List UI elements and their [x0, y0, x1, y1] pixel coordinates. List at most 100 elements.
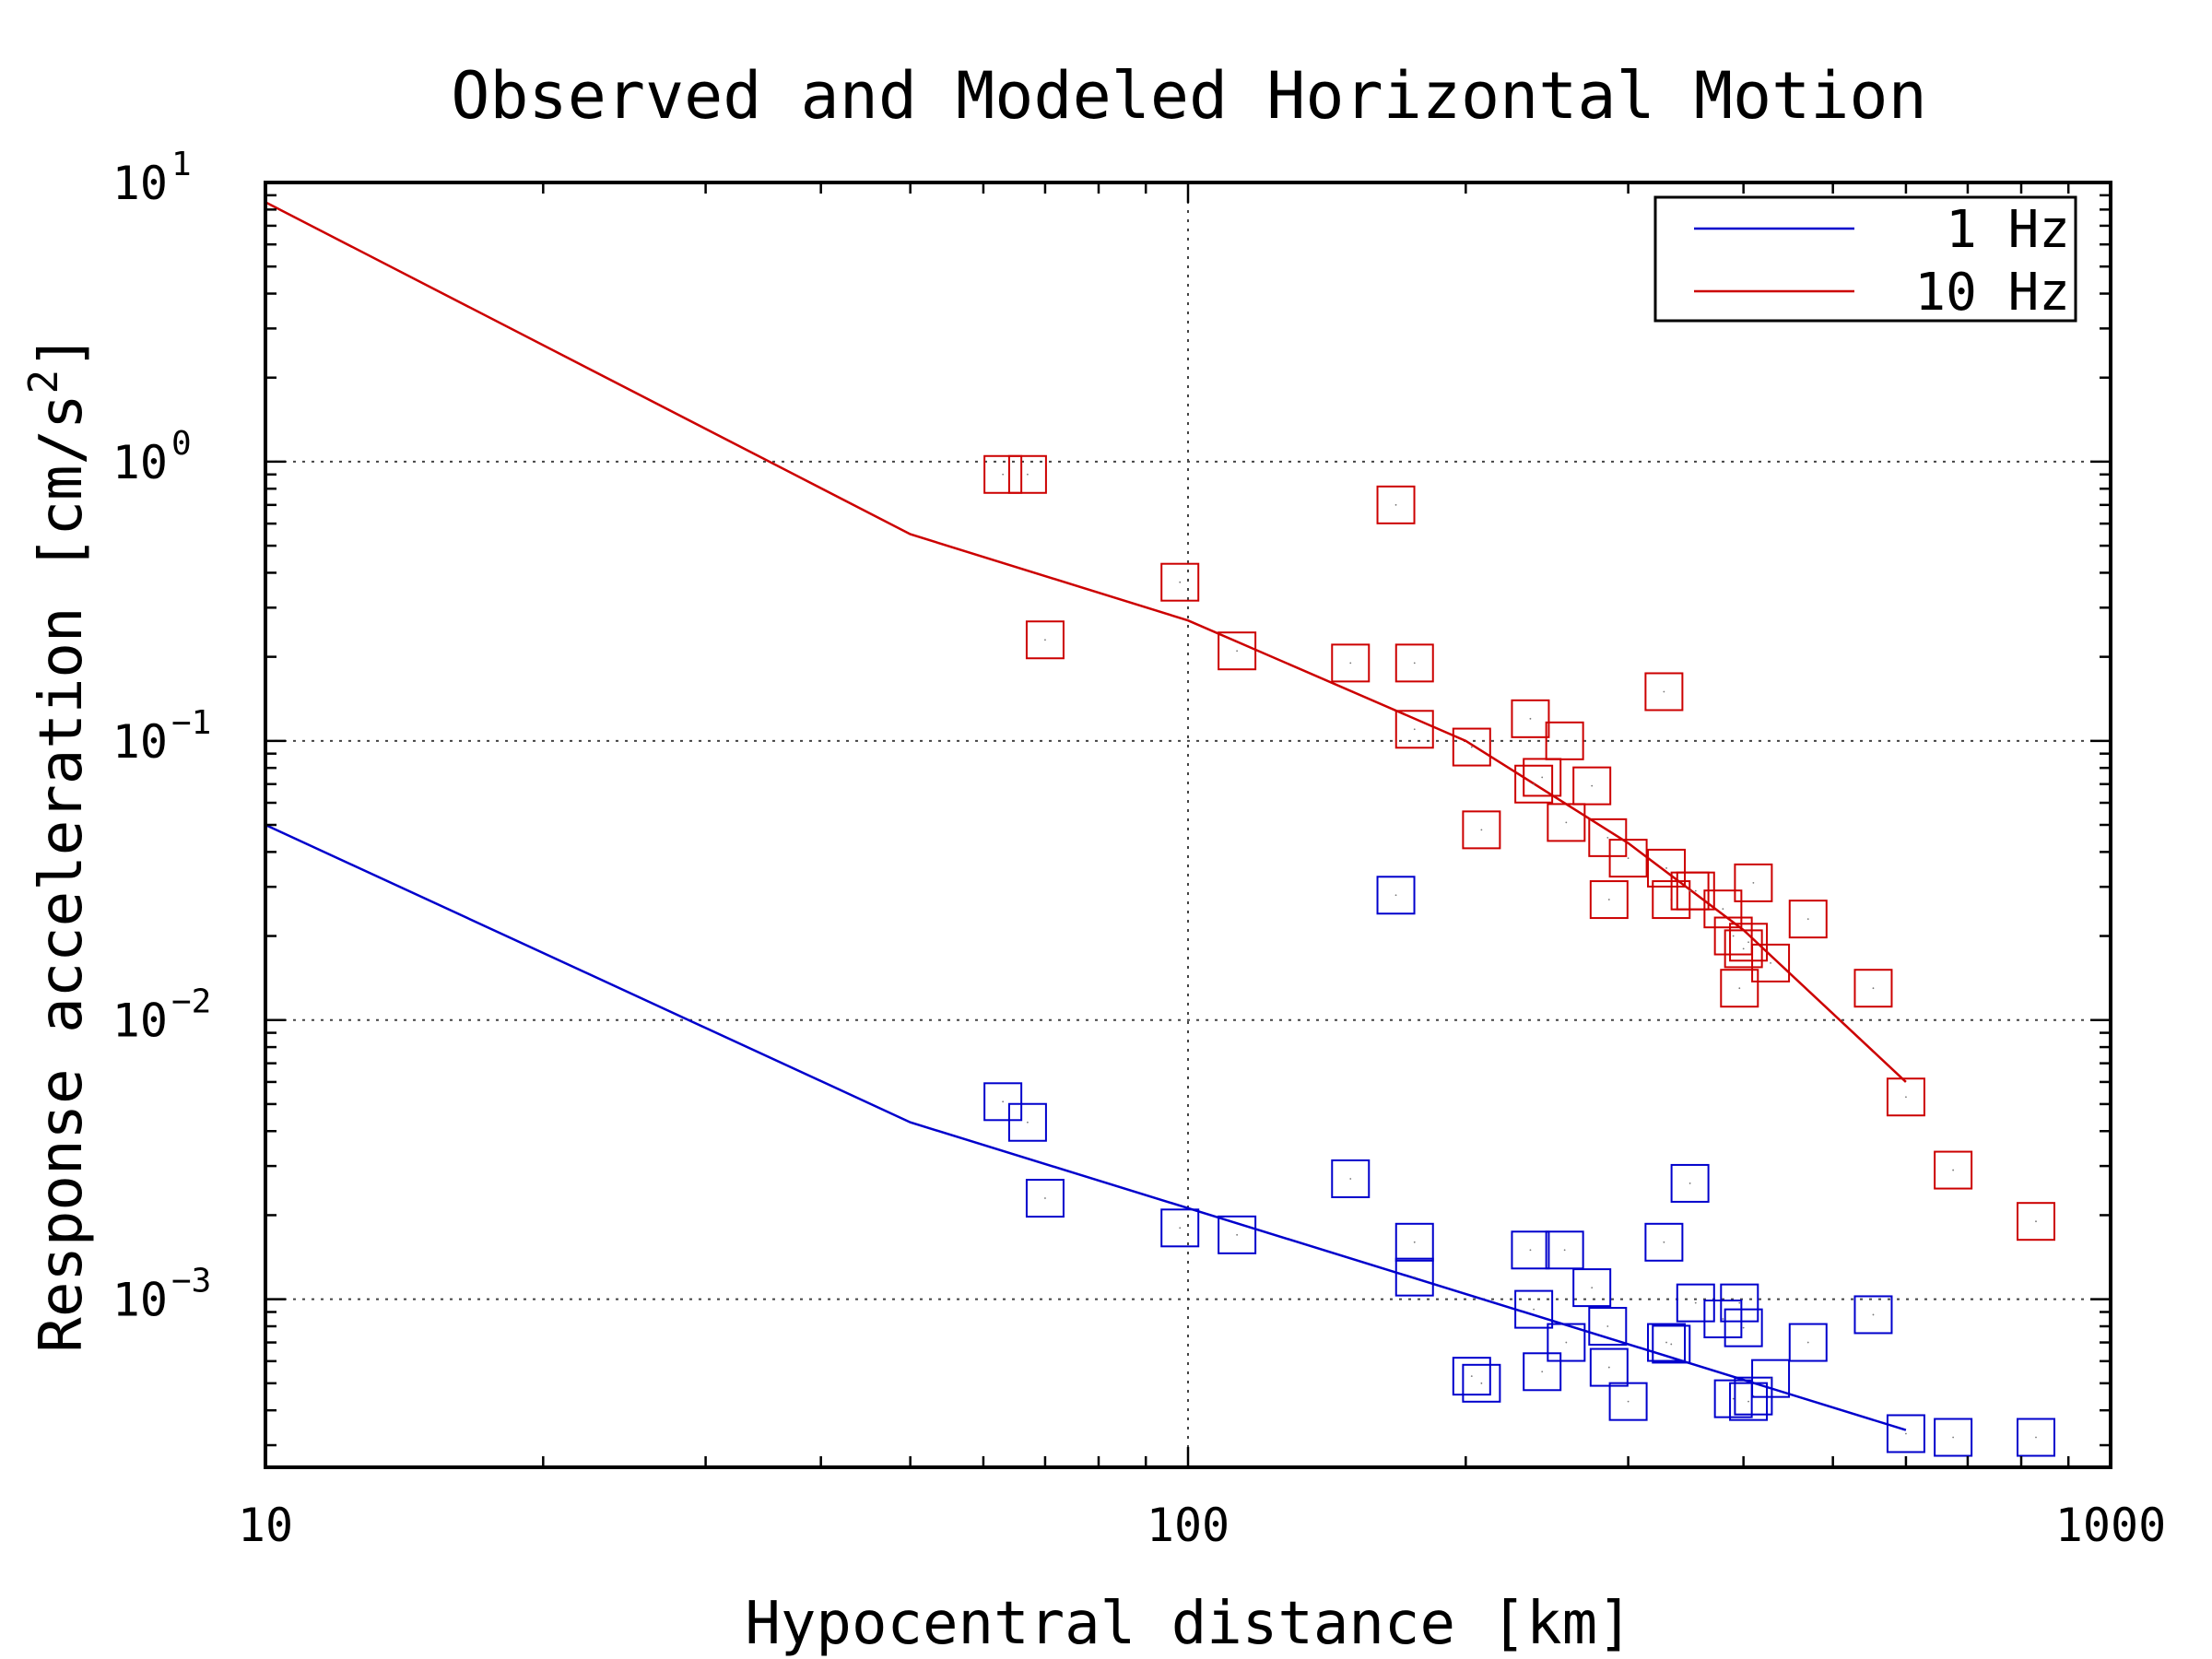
point-center-dot	[1742, 1326, 1745, 1329]
point-center-dot	[1236, 650, 1239, 653]
point-center-dot	[1872, 987, 1875, 990]
point-center-dot	[1747, 941, 1749, 944]
point-center-dot	[1002, 473, 1005, 476]
observed-point	[1853, 1295, 1893, 1335]
legend-label: 1 Hz	[1946, 200, 2070, 260]
observed-point	[1729, 923, 1769, 962]
chart-title: Observed and Modeled Horizontal Motion	[451, 58, 1926, 134]
point-center-dot	[1480, 829, 1483, 831]
point-center-dot	[1470, 1375, 1473, 1378]
point-center-dot	[1806, 1341, 1809, 1344]
point-center-dot	[1694, 889, 1697, 892]
observed-point	[1394, 1257, 1434, 1297]
observed-point	[1652, 1324, 1691, 1364]
grid	[265, 182, 2111, 1467]
y-tick-label: 10	[112, 157, 168, 210]
point-center-dot	[1565, 821, 1568, 824]
point-center-dot	[1541, 776, 1544, 779]
observed-point	[1547, 1323, 1586, 1362]
y-axis-label: Response acceleration [cm/s2]	[20, 334, 96, 1352]
point-center-dot	[1627, 857, 1630, 860]
observed-point	[1713, 1379, 1753, 1418]
observed-point	[1376, 485, 1416, 524]
y-tick-exponent: 1	[171, 146, 192, 183]
point-center-dot	[1606, 836, 1609, 839]
observed-point	[1588, 818, 1628, 857]
point-center-dot	[1563, 739, 1566, 742]
observed-point	[1160, 1208, 1200, 1248]
model-line	[265, 823, 1907, 1431]
observed-point	[1331, 643, 1371, 683]
y-tick-label: 10	[112, 436, 168, 489]
point-center-dot	[1770, 1377, 1771, 1380]
point-center-dot	[1952, 1169, 1955, 1171]
point-center-dot	[1236, 1233, 1239, 1236]
series-low-freq	[265, 823, 2055, 1457]
x-tick-label: 1000	[2055, 1499, 2166, 1552]
observed-point	[983, 1082, 1023, 1122]
observed-point	[1589, 880, 1629, 920]
series-layer	[265, 201, 2055, 1457]
point-center-dot	[2035, 1220, 2037, 1223]
y-tick-exponent: 0	[171, 425, 192, 463]
observed-point	[1644, 672, 1684, 712]
point-center-dot	[1349, 662, 1352, 665]
model-line	[265, 201, 1907, 1083]
y-tick-exponent: −1	[171, 704, 211, 742]
point-center-dot	[1752, 881, 1755, 884]
y-tick-exponent: −3	[171, 1263, 211, 1300]
observed-point	[1713, 916, 1753, 956]
point-center-dot	[1470, 746, 1473, 748]
legend-box	[1653, 195, 2077, 323]
observed-point	[1734, 863, 1773, 902]
point-center-dot	[1394, 503, 1397, 506]
observed-point	[1676, 1283, 1715, 1323]
observed-point	[1886, 1414, 1925, 1453]
point-center-dot	[1563, 1249, 1566, 1252]
point-center-dot	[1670, 1343, 1673, 1346]
point-center-dot	[2035, 1436, 2037, 1439]
observed-point	[1572, 766, 1612, 806]
point-center-dot	[1738, 1301, 1741, 1304]
observed-point	[1572, 1268, 1612, 1308]
point-center-dot	[1663, 690, 1665, 693]
point-center-dot	[1952, 1436, 1955, 1439]
observed-point	[1934, 1418, 1973, 1457]
point-center-dot	[1413, 1241, 1416, 1243]
point-center-dot	[1413, 728, 1416, 731]
point-center-dot	[1541, 1371, 1544, 1373]
point-center-dot	[1806, 918, 1809, 921]
observed-point	[1160, 562, 1200, 602]
observed-point	[1511, 699, 1550, 738]
observed-point	[1462, 810, 1501, 850]
observed-point	[2016, 1202, 2055, 1241]
observed-point	[1608, 839, 1648, 878]
observed-point	[2016, 1418, 2055, 1457]
point-center-dot	[1688, 1182, 1691, 1184]
point-center-dot	[1627, 1400, 1630, 1403]
observed-point	[1720, 1283, 1759, 1323]
point-center-dot	[1607, 899, 1610, 900]
x-axis-label: Hypocentral distance [km]	[745, 1590, 1632, 1658]
series-high-freq	[265, 201, 2055, 1241]
observed-point	[1218, 1215, 1257, 1254]
observed-point	[1788, 1323, 1828, 1362]
point-center-dot	[1529, 1249, 1532, 1252]
point-center-dot	[1533, 782, 1535, 785]
observed-point	[1394, 710, 1434, 749]
point-center-dot	[1905, 1096, 1907, 1099]
observed-point	[1218, 631, 1257, 671]
point-center-dot	[1722, 1318, 1724, 1320]
observed-point	[1703, 889, 1743, 929]
observed-point	[1934, 1150, 1973, 1190]
observed-point	[1647, 1323, 1687, 1362]
plot-frame	[264, 181, 2112, 1469]
plot-border	[264, 181, 2112, 1469]
point-center-dot	[1663, 1241, 1665, 1243]
point-center-dot	[1349, 1178, 1352, 1180]
point-center-dot	[1480, 1382, 1483, 1384]
point-center-dot	[1722, 908, 1724, 911]
